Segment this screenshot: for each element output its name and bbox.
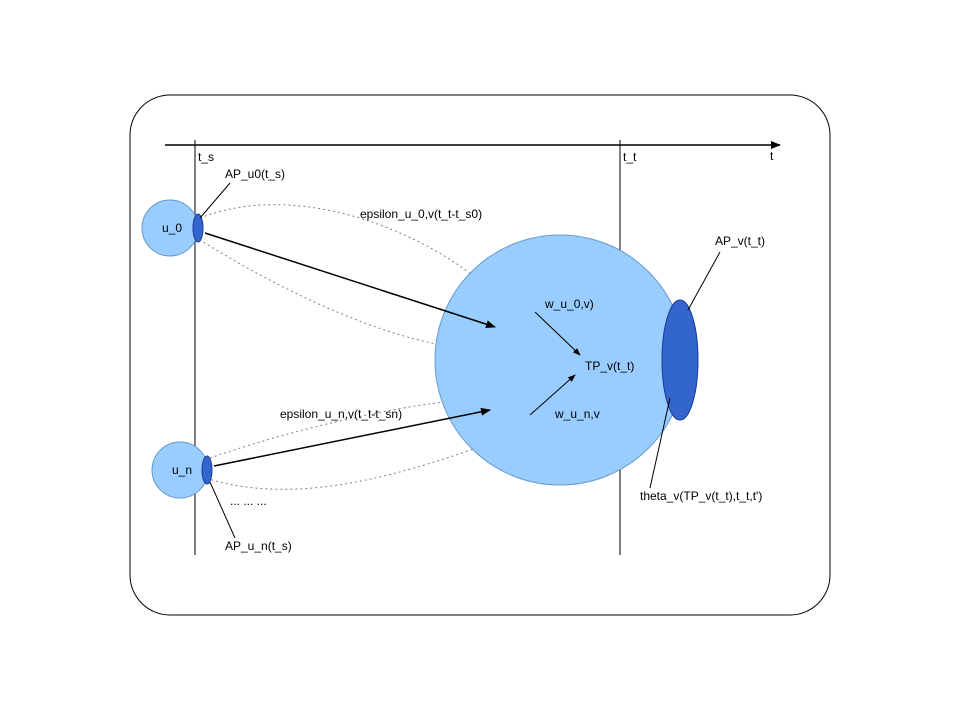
axis-tick-label: t_t (623, 150, 637, 164)
theta-v-label: theta_v(TP_v(t_t),t_t,t') (640, 489, 762, 503)
synapse-u0 (193, 214, 203, 242)
ap-u0-label: AP_u0(t_s) (225, 167, 285, 181)
node-v (435, 235, 685, 485)
ap-un-label: AP_u_n(t_s) (225, 539, 292, 553)
axis-tick-label: t_s (198, 150, 214, 164)
synapse-un (202, 456, 212, 484)
synapse-v (662, 300, 698, 420)
node-label-u0: u_0 (162, 221, 182, 235)
eps-u0: epsilon_u_0,v(t_t-t_s0) (360, 207, 482, 221)
tp-v: TP_v(t_t) (585, 359, 634, 373)
w-un-v: w_u_n,v (554, 407, 600, 421)
w-u0-v: w_u_0,v) (544, 297, 594, 311)
ellipsis-dots: ... ... ... (230, 494, 267, 508)
ap-v-label: AP_v(t_t) (715, 234, 765, 248)
diagram-canvas: t_st_ttu_0u_nAP_u0(t_s)AP_u_n(t_s)AP_v(t… (0, 0, 959, 719)
eps-un: epsilon_u_n,v(t_t-t_sn) (280, 407, 402, 421)
node-label-un: u_n (172, 463, 192, 477)
